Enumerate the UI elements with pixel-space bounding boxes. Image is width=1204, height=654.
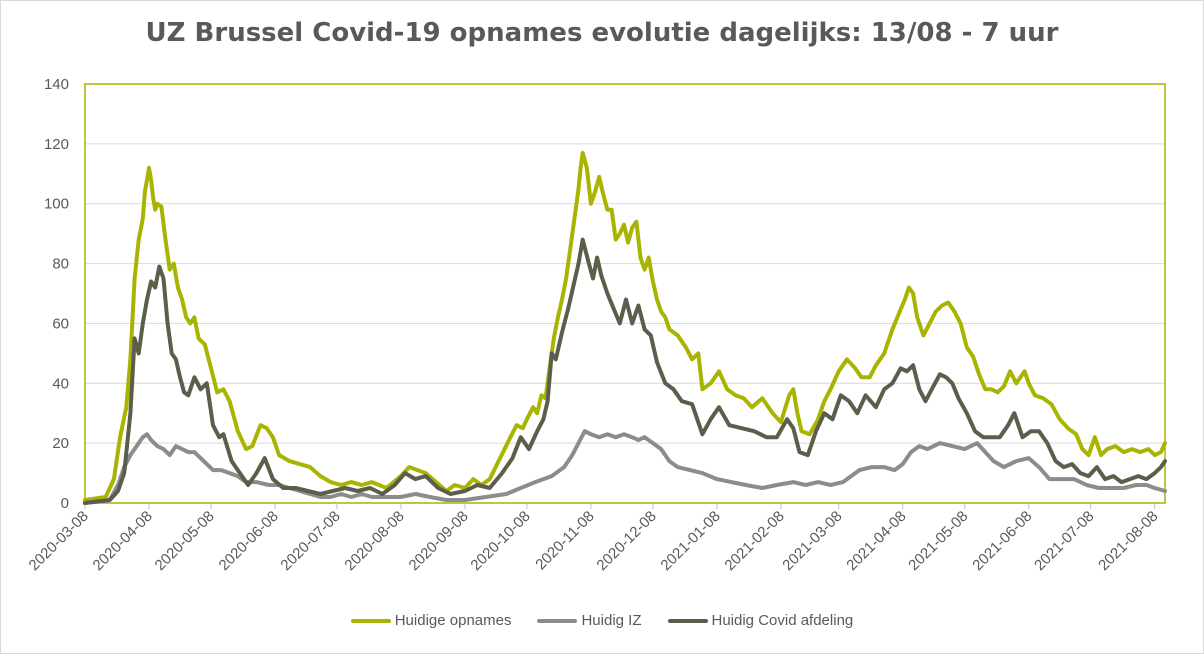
legend-swatch <box>537 618 578 623</box>
x-tick-label: 2020-03-08 <box>26 508 92 574</box>
legend-item-huidig-iz: Huidig IZ <box>537 612 642 629</box>
series-lines <box>83 150 1167 505</box>
x-tick-label: 2020-08-08 <box>341 508 407 574</box>
legend-label: Huidig Covid afdeling <box>711 612 854 629</box>
x-tick-label: 2020-07-08 <box>277 508 343 574</box>
legend-label: Huidige opnames <box>394 612 512 629</box>
x-tick-label: 2020-09-08 <box>406 508 472 574</box>
x-tick-label: 2020-04-08 <box>90 508 156 574</box>
x-tick-label: 2021-06-08 <box>969 508 1035 574</box>
x-tick-label: 2021-08-08 <box>1095 508 1161 574</box>
x-tick-label: 2021-02-08 <box>721 508 787 574</box>
y-tick-label: 80 <box>52 256 69 273</box>
y-tick-label: 120 <box>44 136 69 153</box>
series-line-huidig-iz <box>83 429 1167 505</box>
plot-area-border <box>84 83 1166 504</box>
x-tick-label: 2021-01-08 <box>657 508 723 574</box>
y-tick-label: 60 <box>52 315 69 332</box>
y-tick-label: 20 <box>52 435 69 452</box>
series-line-huidige-opnames <box>83 150 1167 502</box>
legend-item-huidige-opnames: Huidige opnames <box>350 612 512 629</box>
x-tick-label: 2020-05-08 <box>152 508 218 574</box>
x-tick-label: 2021-05-08 <box>905 508 971 574</box>
x-tick-label: 2020-11-08 <box>532 508 597 573</box>
legend-label: Huidig IZ <box>581 612 642 629</box>
y-tick-label: 0 <box>61 495 69 512</box>
y-tick-label: 100 <box>44 196 69 213</box>
y-tick-label: 140 <box>44 76 69 93</box>
chart-title: UZ Brussel Covid-19 opnames evolutie dag… <box>145 18 1059 48</box>
x-tick-label: 2021-03-08 <box>779 508 845 574</box>
x-axis-ticks: 2020-03-082020-04-082020-05-082020-06-08… <box>26 503 1162 574</box>
series-line-huidig-covid-afdeling <box>83 237 1167 505</box>
y-tick-label: 40 <box>52 375 69 392</box>
gridlines <box>85 143 1165 444</box>
x-tick-label: 2020-10-08 <box>467 508 533 574</box>
legend: Huidige opnames Huidig IZ Huidig Covid afd… <box>0 612 1204 629</box>
legend-swatch <box>350 618 391 623</box>
x-tick-label: 2021-07-08 <box>1031 508 1097 574</box>
x-tick-label: 2020-06-08 <box>216 508 282 574</box>
y-axis-ticks: 0 20 40 60 80 100 120 140 <box>44 76 69 512</box>
legend-item-huidig-covid-afdeling: Huidig Covid afdeling <box>667 612 854 629</box>
legend-swatch <box>667 618 708 623</box>
x-tick-label: 2020-12-08 <box>593 508 659 574</box>
x-tick-label: 2021-04-08 <box>843 508 909 574</box>
